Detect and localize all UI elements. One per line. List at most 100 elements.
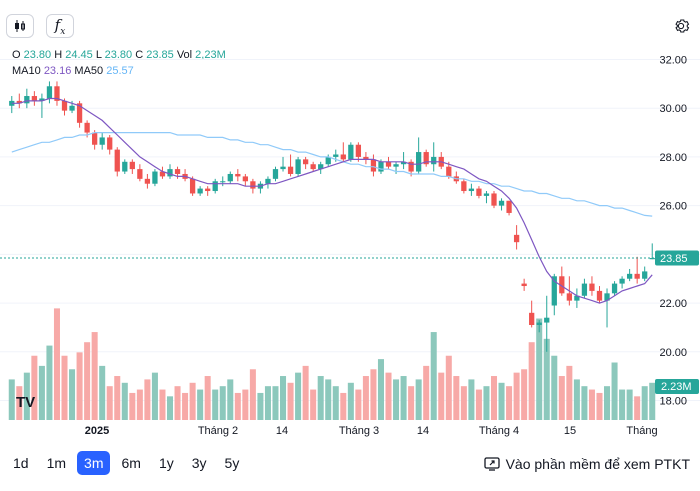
candle	[506, 200, 512, 216]
settings-button[interactable]	[667, 14, 695, 38]
volume-bar	[249, 369, 256, 420]
range-1d[interactable]: 1d	[13, 455, 29, 471]
tradingview-logo: TV	[16, 394, 36, 411]
volume-bar	[69, 369, 76, 420]
volume-bar	[136, 389, 143, 420]
candle	[529, 300, 535, 328]
candle	[24, 88, 30, 109]
volume-bar	[423, 365, 430, 420]
volume-bar	[234, 392, 241, 420]
range-5y[interactable]: 5y	[224, 455, 240, 471]
candle	[197, 186, 203, 196]
candle	[536, 320, 542, 333]
ma50-label: MA50	[74, 65, 104, 77]
range-3m[interactable]: 3m	[77, 451, 111, 475]
candle	[363, 152, 369, 165]
low-value: 23.80	[104, 49, 133, 61]
candle	[355, 142, 362, 162]
volume-bar	[355, 389, 362, 420]
candle	[295, 156, 301, 177]
time-axis: 2025 Tháng 2 14 Tháng 3 14 Tháng 4 15 Tháng	[85, 425, 658, 437]
range-1y[interactable]: 1y	[158, 455, 174, 471]
volume-bar	[641, 386, 648, 420]
fx-label: f	[54, 15, 61, 34]
volume-bar	[91, 332, 98, 420]
range-selector: 1d 1m 3m 6m 1y 3y 5y	[6, 451, 246, 475]
volume-bar	[151, 372, 158, 420]
last-price-label: 23.85	[660, 253, 688, 265]
candle	[9, 96, 15, 114]
candle	[54, 81, 60, 106]
open-software-link[interactable]: Vào phần mềm để xem PTKT	[483, 456, 690, 472]
candle	[39, 93, 45, 118]
candle	[416, 137, 422, 174]
volume-bar	[8, 379, 15, 420]
range-3y[interactable]: 3y	[191, 455, 207, 471]
volume-bar	[377, 359, 384, 420]
candle	[385, 156, 392, 170]
candle	[491, 191, 497, 209]
volume-bar	[23, 372, 30, 420]
volume-bar	[264, 386, 271, 420]
candle-type-button[interactable]	[6, 14, 34, 38]
volume-bar	[166, 396, 174, 420]
volume-bar	[84, 342, 91, 420]
volume-bar	[310, 389, 317, 420]
volume-bar	[257, 392, 264, 420]
candle	[581, 278, 588, 299]
low-label: L	[95, 49, 102, 61]
candle	[348, 142, 354, 162]
candle	[220, 176, 226, 187]
ohlc-legend: O 23.80 H 24.45 L 23.80 C 23.85 Vol 2,23…	[12, 49, 226, 62]
indicators-button[interactable]: fx	[46, 14, 74, 38]
chart-grid	[0, 58, 700, 402]
candle	[272, 166, 279, 182]
volume-bar	[287, 382, 294, 420]
volume-bar	[182, 392, 189, 420]
candle	[302, 156, 309, 170]
range-6m[interactable]: 6m	[121, 455, 141, 471]
volume-bar	[340, 392, 347, 420]
candle	[92, 130, 98, 150]
volume-bar	[513, 372, 520, 420]
candle	[400, 152, 407, 170]
candle	[544, 295, 550, 352]
volume-bar	[38, 365, 45, 420]
x-tick-label: 2025	[85, 425, 109, 437]
high-label: H	[54, 49, 63, 61]
volume-bar	[16, 386, 23, 420]
function-icon: fx	[55, 16, 66, 37]
open-software-text: Vào phần mềm để xem PTKT	[505, 456, 690, 472]
volume-bar	[498, 382, 505, 420]
range-1m[interactable]: 1m	[46, 455, 67, 471]
volume-bar	[400, 376, 407, 420]
candle	[559, 266, 565, 296]
candle	[431, 142, 437, 172]
volume-bar	[242, 389, 249, 420]
x-tick-label: Tháng 3	[339, 425, 379, 437]
volume-bar	[272, 386, 279, 420]
volume-bar	[302, 365, 309, 420]
candle	[370, 154, 377, 177]
volume-bar	[159, 389, 166, 420]
high-value: 24.45	[65, 49, 93, 61]
price-chart[interactable]: 32.0030.0028.0026.0024.0022.0020.0018.00…	[0, 0, 700, 440]
volume-bar	[551, 355, 558, 420]
candle	[182, 169, 188, 182]
volume-bar	[506, 386, 513, 420]
volume-bar	[430, 332, 437, 420]
volume-bar	[370, 369, 377, 420]
last-price-tag: 23.85	[655, 250, 699, 266]
x-tick-label: Tháng 2	[198, 425, 238, 437]
volume-bar	[415, 379, 422, 420]
candle	[287, 154, 294, 177]
volume-bar	[566, 365, 573, 420]
ma10-value: 23.16	[43, 65, 72, 77]
candle	[107, 135, 113, 155]
volume-tag: 2.23M	[655, 379, 699, 394]
candle	[31, 91, 38, 106]
volume-bar	[212, 389, 219, 420]
y-tick-label: 18.00	[659, 396, 687, 408]
candle	[596, 286, 603, 304]
volume-bar	[129, 392, 136, 420]
